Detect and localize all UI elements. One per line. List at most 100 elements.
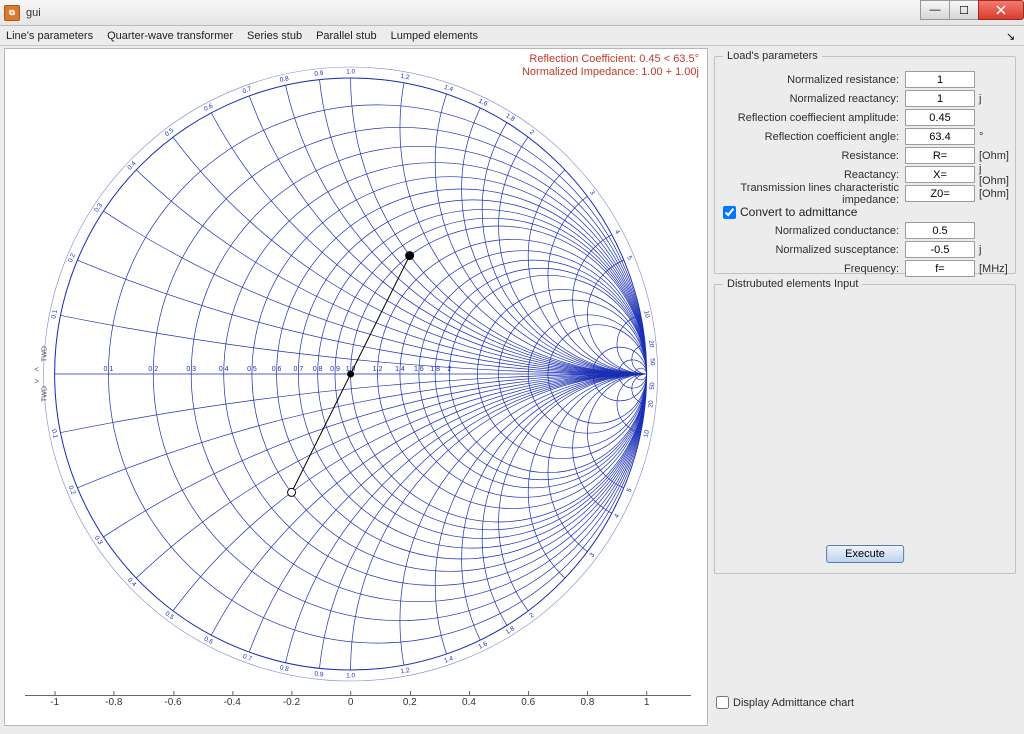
input-z0[interactable]: [905, 185, 975, 202]
menubar: Line's parameters Quarter-wave transform…: [0, 26, 1024, 46]
svg-text:50: 50: [648, 358, 655, 366]
svg-text:0.6: 0.6: [272, 366, 282, 373]
unit-nsusc: j: [975, 244, 1007, 256]
window-title: gui: [26, 7, 41, 19]
menu-line-params[interactable]: Line's parameters: [6, 30, 93, 42]
svg-text:10: 10: [643, 429, 651, 438]
xtick: -0.2: [283, 697, 300, 708]
xtick: -0.4: [224, 697, 241, 708]
svg-text:0.9: 0.9: [330, 366, 340, 373]
xtick: -0.6: [164, 697, 181, 708]
checkbox-convert-admittance[interactable]: [723, 206, 736, 219]
xtick: 0.2: [403, 697, 417, 708]
svg-text:0.3: 0.3: [186, 366, 196, 373]
unit-res: [Ohm]: [975, 150, 1007, 162]
svg-text:1.4: 1.4: [443, 84, 454, 94]
label-rcamp: Reflection coeffiecient amplitude:: [723, 112, 905, 124]
smith-chart-panel: Reflection Coefficient: 0.45 < 63.5° Nor…: [4, 48, 708, 726]
svg-text:2: 2: [528, 612, 535, 620]
titlebar: ⧉ gui — ☐: [0, 0, 1024, 26]
svg-text:1.4: 1.4: [395, 366, 405, 373]
svg-text:1.2: 1.2: [373, 366, 383, 373]
menubar-corner-icon: ↘: [1006, 30, 1018, 42]
svg-text:0.8: 0.8: [313, 366, 323, 373]
window-buttons: — ☐: [921, 0, 1024, 20]
svg-text:1.2: 1.2: [400, 667, 411, 676]
input-res[interactable]: [905, 147, 975, 164]
label-nres: Normalized resistance:: [723, 74, 905, 86]
label-display-admittance: Display Admittance chart: [733, 697, 854, 709]
svg-text:0.2: 0.2: [148, 366, 158, 373]
svg-text:20: 20: [647, 400, 655, 408]
display-admittance-row: Display Admittance chart: [716, 696, 854, 709]
input-freq[interactable]: [905, 260, 975, 277]
input-rcang[interactable]: [905, 128, 975, 145]
svg-text:0.5: 0.5: [164, 610, 176, 621]
label-freq: Frequency:: [723, 263, 905, 275]
xtick: 0: [348, 697, 354, 708]
svg-text:0.8: 0.8: [279, 75, 290, 84]
smith-chart-plot: 0.10.20.30.40.50.60.70.80.91.01.21.41.61…: [25, 55, 691, 693]
row-normalized-resistance: Normalized resistance:: [723, 70, 1007, 89]
execute-wrap: Execute: [826, 545, 904, 563]
svg-text:1.0: 1.0: [346, 69, 355, 76]
svg-text:1.2: 1.2: [400, 73, 411, 82]
label-z0: Transmission lines characteristic impeda…: [723, 182, 905, 206]
row-normalized-susceptance: Normalized susceptance: j: [723, 240, 1007, 259]
svg-text:0.9: 0.9: [314, 671, 324, 679]
input-ncond[interactable]: [905, 222, 975, 239]
xtick: 0.4: [462, 697, 476, 708]
svg-text:1.8: 1.8: [430, 366, 440, 373]
xtick: 0.8: [580, 697, 594, 708]
row-refl-amp: Reflection coeffiecient amplitude:: [723, 108, 1007, 127]
svg-text:0.1: 0.1: [104, 366, 114, 373]
row-convert-admittance: Convert to admittance: [723, 205, 1007, 219]
input-nsusc[interactable]: [905, 241, 975, 258]
input-nreact[interactable]: [905, 90, 975, 107]
svg-text:0.2: 0.2: [67, 252, 77, 263]
svg-text:0.6: 0.6: [203, 635, 215, 646]
menu-quarter-wave[interactable]: Quarter-wave transformer: [107, 30, 233, 42]
row-refl-angle: Reflection coefficient angle: °: [723, 127, 1007, 146]
unit-react: j [Ohm]: [975, 163, 1007, 187]
svg-text:2: 2: [528, 129, 535, 137]
minimize-button[interactable]: —: [920, 0, 950, 20]
label-res: Resistance:: [723, 150, 905, 162]
x-axis: -1-0.8-0.6-0.4-0.200.20.40.60.81: [25, 697, 691, 715]
svg-text:0.7: 0.7: [293, 366, 303, 373]
input-nres[interactable]: [905, 71, 975, 88]
svg-text:1.6: 1.6: [414, 366, 424, 373]
input-rcamp[interactable]: [905, 109, 975, 126]
unit-rcang: °: [975, 131, 1007, 143]
smith-chart-svg: 0.10.20.30.40.50.60.70.80.91.01.21.41.61…: [25, 55, 691, 693]
label-react: Reactancy:: [723, 169, 905, 181]
label-rcang: Reflection coefficient angle:: [723, 131, 905, 143]
svg-text:4: 4: [613, 229, 621, 236]
svg-text:3: 3: [588, 551, 596, 558]
maximize-button[interactable]: ☐: [949, 0, 979, 20]
menu-series-stub[interactable]: Series stub: [247, 30, 302, 42]
execute-button[interactable]: Execute: [826, 545, 904, 563]
menu-lumped[interactable]: Lumped elements: [391, 30, 478, 42]
svg-text:0.1: 0.1: [50, 429, 59, 440]
xtick: -1: [50, 697, 59, 708]
svg-text:20: 20: [647, 340, 655, 348]
label-convert-admittance: Convert to admittance: [740, 205, 857, 219]
close-button[interactable]: [978, 0, 1024, 20]
svg-text:0.8: 0.8: [279, 664, 290, 673]
dist-legend: Distrubuted elements Input: [723, 278, 862, 290]
svg-text:1.8: 1.8: [505, 625, 517, 636]
xtick: 1: [644, 697, 650, 708]
svg-text:TWD: TWD: [41, 386, 48, 402]
svg-text:0.3: 0.3: [93, 535, 104, 547]
menu-parallel-stub[interactable]: Parallel stub: [316, 30, 377, 42]
svg-text:5: 5: [626, 487, 634, 493]
unit-z0: [Ohm]: [975, 188, 1007, 200]
input-react[interactable]: [905, 166, 975, 183]
svg-text:TWD: TWD: [41, 346, 48, 362]
distributed-elements-group: Distrubuted elements Input Execute: [714, 278, 1016, 574]
label-nreact: Normalized reactancy:: [723, 93, 905, 105]
svg-text:10: 10: [642, 310, 650, 319]
checkbox-display-admittance[interactable]: [716, 696, 729, 709]
svg-text:0.9: 0.9: [314, 70, 324, 78]
